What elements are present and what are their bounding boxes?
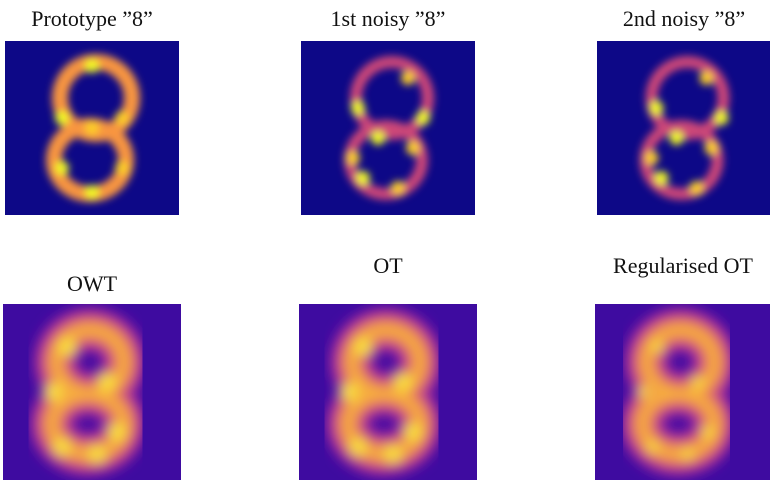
bright-spot — [45, 383, 63, 401]
bright-spot — [108, 423, 126, 441]
image-panel — [3, 304, 181, 480]
panel-title: 2nd noisy ”8” — [623, 6, 745, 31]
bright-spot — [371, 131, 385, 145]
bright-spot — [645, 151, 659, 165]
bright-spot — [351, 101, 365, 115]
bright-spot — [650, 101, 664, 115]
bright-spot — [700, 71, 714, 85]
bright-spot — [702, 426, 714, 438]
bright-spot — [401, 71, 415, 85]
bright-spot — [670, 131, 684, 145]
bright-spot — [115, 161, 129, 175]
bright-spot — [391, 181, 405, 195]
bright-spot — [682, 448, 694, 460]
bright-spot — [639, 386, 651, 398]
bright-spot — [85, 185, 99, 199]
image-panel — [597, 41, 770, 215]
bright-spot — [85, 121, 99, 135]
panel-title: OT — [373, 253, 403, 278]
bright-spot — [98, 373, 116, 391]
bright-spot — [384, 445, 402, 463]
bright-spot — [55, 161, 69, 175]
bright-spot — [346, 151, 360, 165]
bright-spot — [88, 445, 106, 463]
bright-spot — [647, 441, 659, 453]
bright-spot — [416, 111, 430, 125]
bright-spot — [341, 383, 359, 401]
panel-title: Regularised OT — [613, 253, 753, 278]
bright-spot — [58, 338, 76, 356]
bright-spot — [115, 111, 129, 125]
panel-title: Prototype ”8” — [31, 6, 153, 31]
bright-spot — [85, 59, 99, 73]
bright-spot — [55, 111, 69, 125]
bright-spot — [715, 111, 729, 125]
bright-spot — [705, 141, 719, 155]
bright-spot — [406, 141, 420, 155]
image-panel — [301, 41, 475, 215]
digit — [45, 330, 126, 463]
bright-spot — [655, 171, 669, 185]
image-panel — [299, 304, 477, 480]
bright-spot — [394, 373, 412, 391]
figure: Prototype ”8” 1st noisy ”8” 2nd noisy ”8… — [0, 0, 770, 480]
panel-title: OWT — [67, 271, 118, 296]
bright-spot — [53, 438, 71, 456]
bright-spot — [354, 338, 372, 356]
digit — [341, 330, 422, 463]
bright-spot — [690, 181, 704, 195]
image-panel — [5, 41, 179, 215]
panel-title: 1st noisy ”8” — [331, 6, 446, 31]
bright-spot — [404, 423, 422, 441]
image-panel — [595, 304, 770, 480]
bright-spot — [356, 171, 370, 185]
bright-spot — [692, 376, 704, 388]
bright-spot — [652, 341, 664, 353]
bright-spot — [349, 438, 367, 456]
digit — [639, 330, 715, 460]
